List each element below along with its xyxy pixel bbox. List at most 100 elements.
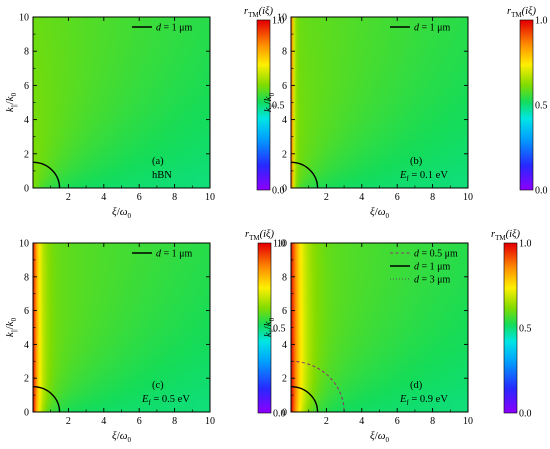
y-tick-label: 8 [282, 272, 287, 283]
legend-text: d = 0.5 μm [414, 249, 458, 260]
y-tick-label: 2 [282, 374, 287, 385]
y-axis-label: k||/k0 [4, 92, 18, 112]
colorbar-tick-label: 0.5 [273, 324, 286, 335]
x-tick-label: 6 [395, 192, 400, 203]
panel-letter: (c) [152, 380, 164, 391]
colorbar-tick-label: 0.5 [535, 101, 548, 112]
y-tick-label: 8 [24, 47, 29, 58]
x-tick-label: 10 [205, 416, 215, 427]
colorbar-title: rTM(iξ) [244, 6, 274, 19]
panel-2: 2 4 6 8 10 0 2 4 6 8 10 ξ/ω0 k||/k0 d = 1 μm (c) Ef = 0… [4, 229, 286, 444]
y-tick-label: 0 [24, 408, 29, 419]
x-tick-label: 2 [66, 416, 71, 427]
colorbar [258, 243, 271, 413]
colorbar [257, 20, 270, 190]
legend-text: d = 1 μm [414, 23, 451, 34]
x-axis-label: ξ/ω0 [370, 430, 390, 444]
fermi-energy-label: Ef = 0.1 eV [399, 170, 448, 183]
colorbar-frame [503, 242, 518, 414]
x-tick-label: 2 [324, 192, 329, 203]
x-tick-label: 8 [172, 416, 177, 427]
curve-1 [290, 360, 345, 413]
y-tick-label: 8 [282, 47, 287, 58]
heatmap-image [291, 17, 468, 188]
x-tick-label: 10 [463, 192, 473, 203]
x-axis-label: ξ/ω0 [112, 430, 132, 444]
legend-text: d = 1 μm [156, 249, 193, 260]
colorbar-tick-label: 0.5 [272, 101, 285, 112]
curve-0 [290, 161, 319, 189]
colorbar-frame [256, 19, 271, 191]
y-tick-label: 2 [282, 149, 287, 160]
colorbar-tick-label: 0.0 [535, 186, 548, 197]
fermi-energy-label: Ef = 0.5 eV [141, 394, 190, 407]
x-tick-label: 6 [395, 416, 400, 427]
x-tick-label: 8 [430, 192, 435, 203]
y-tick-label: 8 [24, 272, 29, 283]
y-tick-label: 0 [282, 408, 287, 419]
y-tick-label: 4 [282, 340, 287, 351]
x-axis-label: ξ/ω0 [112, 206, 132, 220]
x-tick-label: 2 [66, 192, 71, 203]
colorbar-title: rTM(iξ) [491, 229, 521, 242]
heatmap-image [33, 17, 210, 188]
y-tick-label: 6 [282, 306, 287, 317]
colorbar-tick-label: 0.0 [519, 409, 532, 420]
y-tick-label: 0 [24, 184, 29, 195]
y-axis-label: k||/k0 [262, 317, 276, 337]
y-tick-label: 6 [282, 81, 287, 92]
y-tick-label: 4 [24, 115, 29, 126]
fermi-energy-label: Ef = 0.9 eV [399, 394, 448, 407]
y-tick-label: 4 [24, 340, 29, 351]
x-tick-label: 8 [430, 416, 435, 427]
y-tick-label: 10 [277, 239, 287, 250]
panel-letter: (b) [410, 156, 423, 167]
x-tick-label: 4 [101, 416, 106, 427]
heatmap-image [291, 243, 468, 412]
y-tick-label: 6 [24, 306, 29, 317]
x-tick-label: 6 [137, 416, 142, 427]
curve-0 [32, 385, 61, 413]
colorbar-tick-label: 0.5 [519, 324, 532, 335]
y-tick-label: 4 [282, 115, 287, 126]
colorbar-tick-label: 0.0 [273, 409, 286, 420]
x-tick-label: 4 [359, 192, 364, 203]
y-tick-label: 6 [24, 81, 29, 92]
colorbar-tick-label: 0.0 [272, 186, 285, 197]
y-axis-label: k||/k0 [262, 92, 276, 112]
y-axis-label: k||/k0 [4, 317, 18, 337]
y-tick-label: 2 [24, 374, 29, 385]
x-tick-label: 4 [359, 416, 364, 427]
y-tick-label: 10 [277, 13, 287, 24]
legend-text: d = 3 μm [414, 275, 451, 286]
colorbar [504, 243, 517, 413]
curve-0 [290, 385, 319, 413]
panel-letter: (d) [410, 380, 423, 391]
y-tick-label: 2 [24, 149, 29, 160]
colorbar-tick-label: 1.0 [272, 16, 285, 27]
legend-text: d = 1 μm [414, 262, 451, 273]
x-tick-label: 4 [101, 192, 106, 203]
y-tick-label: 10 [19, 239, 29, 250]
panel-3: 2 4 6 8 10 0 2 4 6 8 10 ξ/ω0 k||/k0 d = 0.5 μm d = 1 μ… [262, 229, 532, 444]
panel-letter: (a) [152, 156, 164, 167]
x-tick-label: 6 [137, 192, 142, 203]
y-tick-label: 0 [282, 184, 287, 195]
x-tick-label: 2 [324, 416, 329, 427]
colorbar-tick-label: 1.0 [273, 239, 286, 250]
colorbar-title: rTM(iξ) [245, 229, 275, 242]
colorbar-title: rTM(iξ) [507, 6, 537, 19]
legend-text: d = 1 μm [156, 23, 193, 34]
y-tick-label: 10 [19, 13, 29, 24]
curve-0 [32, 161, 61, 189]
colorbar-frame [519, 19, 534, 191]
x-tick-label: 10 [463, 416, 473, 427]
x-axis-label: ξ/ω0 [370, 206, 390, 220]
panel-0: 2 4 6 8 10 0 2 4 6 8 10 ξ/ω0 k||/k0 d = 1 μm (a) hBN 0.0… [4, 6, 285, 220]
colorbar-frame [257, 242, 272, 414]
heatmap-image [33, 243, 210, 412]
colorbar-tick-label: 1.0 [519, 239, 532, 250]
material-label: hBN [152, 170, 172, 181]
x-tick-label: 10 [205, 192, 215, 203]
